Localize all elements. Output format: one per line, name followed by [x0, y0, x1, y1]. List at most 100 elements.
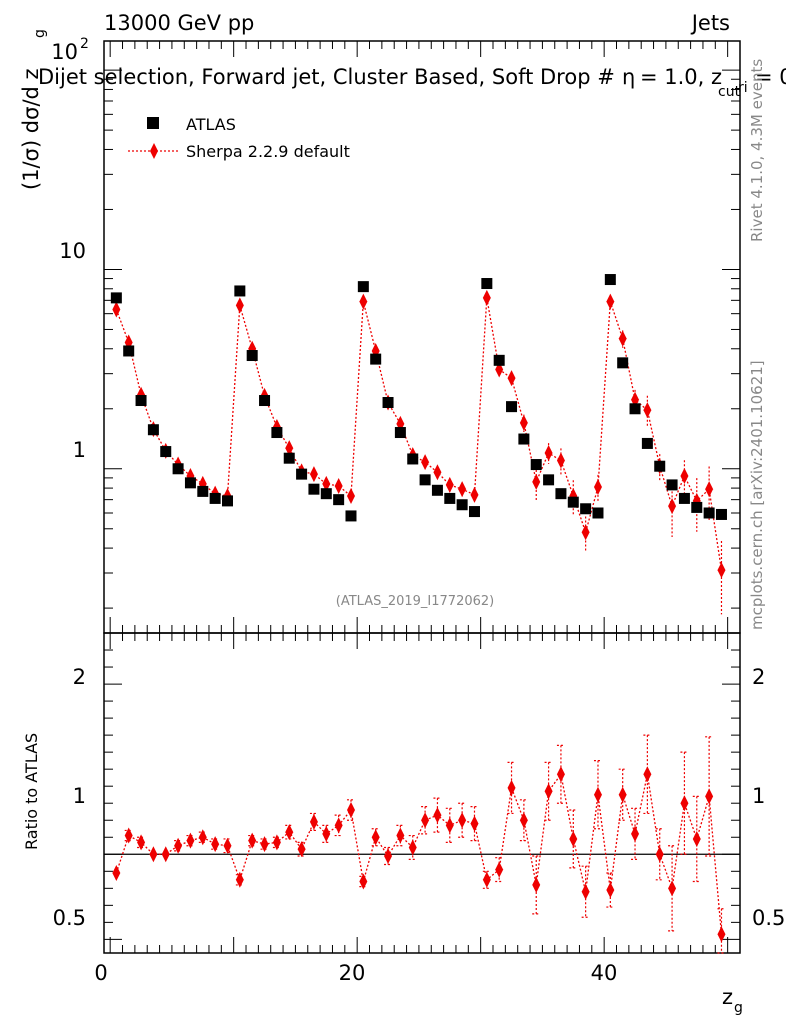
atlas-point — [172, 463, 184, 475]
x-axis-label-sub: g — [734, 1000, 743, 1016]
atlas-point — [333, 494, 345, 506]
atlas-point — [715, 508, 727, 520]
plot-title-ri-sub: ri — [738, 80, 748, 96]
ratio-point — [112, 865, 121, 881]
sherpa-point — [519, 414, 528, 431]
legend-atlas-marker — [147, 117, 159, 129]
ratio-point — [668, 880, 677, 897]
atlas-point — [320, 488, 332, 500]
atlas-point — [394, 427, 406, 439]
ratio-point — [421, 812, 430, 829]
ratio-y-tick-05-left: 0.5 — [53, 906, 86, 930]
atlas-point — [209, 492, 221, 504]
atlas-point — [506, 401, 518, 413]
x-axis-label: z — [722, 985, 733, 1009]
y-tick-label-100-base: 10 — [51, 40, 78, 64]
atlas-point — [370, 353, 382, 365]
ratio-point — [482, 871, 491, 888]
sherpa-point — [643, 402, 652, 419]
atlas-point — [135, 395, 147, 407]
sherpa-point — [544, 444, 553, 461]
atlas-point — [197, 485, 209, 497]
sherpa-point — [309, 466, 318, 483]
atlas-point — [493, 354, 505, 366]
atlas-point — [283, 452, 295, 464]
atlas-point — [431, 484, 443, 496]
ratio-y-axis-label: Ratio to ATLAS — [22, 733, 41, 850]
ratio-point — [161, 846, 170, 863]
plot-title: Dijet selection, Forward jet, Cluster Ba… — [38, 65, 615, 89]
analysis-id-label: (ATLAS_2019_I1772062) — [336, 594, 494, 609]
ratio-point — [519, 812, 528, 829]
ratio-point — [606, 882, 615, 899]
sherpa-point — [532, 473, 541, 490]
ratio-point — [458, 812, 467, 829]
sherpa-point — [507, 370, 516, 387]
plot-title-end: = 0. — [755, 65, 786, 89]
ratio-point — [495, 861, 504, 878]
legend-atlas-label: ATLAS — [186, 115, 236, 134]
process-label: Jets — [690, 11, 730, 35]
sherpa-point — [346, 488, 355, 505]
atlas-point — [110, 292, 122, 304]
sherpa-point — [433, 464, 442, 481]
sherpa-point — [421, 454, 430, 471]
atlas-point — [296, 468, 308, 480]
ratio-point — [631, 825, 640, 842]
sherpa-point — [112, 301, 121, 318]
legend-sherpa-marker — [150, 143, 158, 159]
atlas-point — [567, 496, 579, 508]
atlas-point — [592, 507, 604, 519]
atlas-point — [580, 503, 592, 515]
atlas-point — [308, 483, 320, 495]
y-tick-label-10: 10 — [59, 239, 86, 263]
ratio-point — [569, 830, 578, 847]
ratio-plot-frame — [103, 632, 741, 954]
atlas-point — [691, 501, 703, 513]
plot-title-eta: η — [622, 65, 635, 89]
ratio-point — [174, 837, 183, 854]
atlas-point — [147, 424, 159, 436]
atlas-point — [468, 506, 480, 518]
atlas-point — [518, 433, 530, 445]
ratio-point — [272, 834, 281, 851]
sherpa-point — [593, 479, 602, 496]
atlas-point — [246, 350, 258, 362]
ratio-point — [470, 815, 479, 832]
ratio-point — [581, 883, 590, 900]
sherpa-point — [680, 467, 689, 484]
ratio-point — [618, 786, 627, 803]
atlas-point — [703, 507, 715, 519]
ratio-series — [112, 734, 726, 954]
sherpa-point — [470, 486, 479, 503]
ratio-point — [235, 871, 244, 888]
sherpa-line — [115, 297, 723, 571]
sherpa-point — [285, 440, 294, 457]
sherpa-point — [482, 289, 491, 306]
y-tick-label-1: 1 — [73, 438, 86, 462]
ratio-y-tick-05-right: 0.5 — [752, 906, 785, 930]
ratio-point — [248, 832, 257, 849]
ratio-point — [359, 873, 368, 890]
ratio-point — [544, 783, 553, 800]
atlas-point — [221, 495, 233, 507]
legend-sherpa-label: Sherpa 2.2.9 default — [186, 142, 350, 161]
sherpa-point — [458, 481, 467, 498]
ratio-point — [556, 766, 565, 783]
plot-title-tail: = 1.0, z — [640, 65, 722, 89]
sherpa-point — [705, 481, 714, 498]
ratio-point — [445, 817, 454, 834]
ratio-y-tick-2-right: 2 — [752, 665, 765, 689]
atlas-point — [259, 395, 271, 407]
ratio-point — [680, 795, 689, 812]
atlas-point — [666, 479, 678, 491]
ratio-point — [137, 834, 146, 851]
ratio-point — [593, 786, 602, 803]
atlas-point — [654, 460, 666, 472]
ratio-point — [285, 824, 294, 841]
sherpa-point — [322, 475, 331, 492]
ratio-point — [223, 837, 232, 854]
sherpa-point — [235, 297, 244, 314]
ratio-point — [124, 827, 133, 844]
